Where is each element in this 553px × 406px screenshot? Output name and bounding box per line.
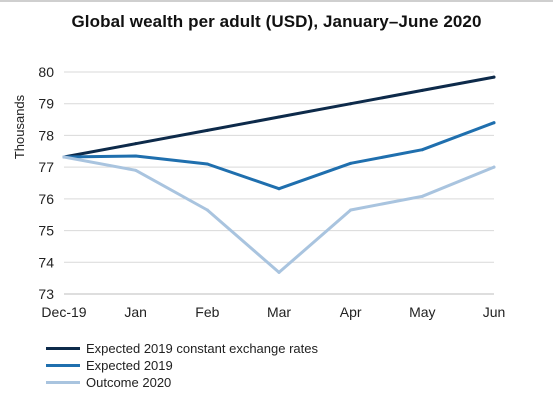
y-tick-label: 77 [38, 159, 54, 175]
series-line-3 [62, 155, 496, 274]
data-point [62, 155, 66, 159]
legend-swatch [46, 381, 80, 384]
data-point [420, 148, 424, 152]
y-tick-label: 79 [38, 96, 54, 112]
legend-swatch [46, 347, 80, 350]
chart-title: Global wealth per adult (USD), January–J… [71, 12, 482, 31]
top-divider [0, 0, 553, 2]
data-point [492, 75, 496, 79]
data-point [277, 270, 281, 274]
x-tick-label: Mar [267, 304, 291, 320]
data-point [277, 115, 281, 119]
data-point [492, 165, 496, 169]
data-point [349, 208, 353, 212]
data-point [205, 162, 209, 166]
data-point [277, 187, 281, 191]
x-tick-label: Feb [195, 304, 219, 320]
data-point [205, 208, 209, 212]
legend-label: Expected 2019 [86, 358, 173, 373]
legend-item: Outcome 2020 [46, 374, 318, 391]
x-tick-label: Jun [483, 304, 506, 320]
data-point [492, 121, 496, 125]
data-point [349, 161, 353, 165]
y-tick-label: 76 [38, 191, 54, 207]
data-point [134, 168, 138, 172]
x-tick-label: May [409, 304, 435, 320]
y-tick-label: 78 [38, 127, 54, 143]
data-point [205, 128, 209, 132]
series-line-2 [62, 121, 496, 191]
data-point [134, 154, 138, 158]
chart-legend: Expected 2019 constant exchange rates Exp… [46, 340, 318, 391]
x-tick-label: Jan [124, 304, 147, 320]
x-tick-label: Dec-19 [41, 304, 86, 320]
data-point [420, 194, 424, 198]
x-tick-label: Apr [340, 304, 362, 320]
y-tick-label: 73 [38, 286, 54, 302]
data-point [349, 102, 353, 106]
y-tick-label: 80 [38, 64, 54, 80]
y-tick-label: 74 [38, 254, 54, 270]
legend-label: Expected 2019 constant exchange rates [86, 341, 318, 356]
data-point [134, 142, 138, 146]
y-axis-label: Thousands [12, 94, 27, 159]
legend-item: Expected 2019 constant exchange rates [46, 340, 318, 357]
legend-swatch [46, 364, 80, 367]
legend-item: Expected 2019 [46, 357, 318, 374]
legend-label: Outcome 2020 [86, 375, 172, 390]
data-point [420, 88, 424, 92]
y-tick-label: 75 [38, 223, 54, 239]
